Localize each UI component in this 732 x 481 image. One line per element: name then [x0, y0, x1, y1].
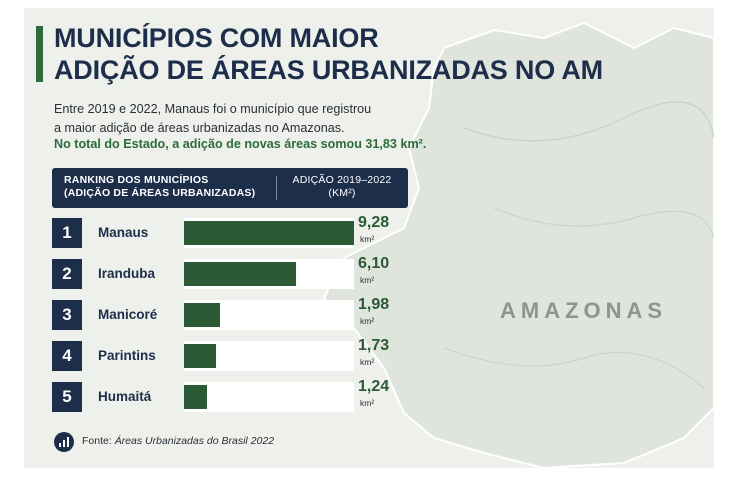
bar-track: [184, 341, 354, 371]
page-title: MUNICÍPIOS COM MAIOR ADIÇÃO DE ÁREAS URB…: [54, 22, 603, 86]
source-note: Fonte: Áreas Urbanizadas do Brasil 2022: [82, 435, 274, 447]
municipality-name: Humaitá: [98, 389, 152, 404]
table-row: 2 Iranduba 6,10 km²: [52, 255, 408, 289]
bar: [184, 262, 296, 286]
title-line-2: ADIÇÃO DE ÁREAS URBANIZADAS NO AM: [54, 55, 603, 85]
municipality-name: Parintins: [98, 348, 156, 363]
bar-unit-label: km²: [360, 398, 375, 408]
bar-value-label: 9,28: [358, 214, 390, 231]
value-header-line-1: ADIÇÃO 2019–2022: [292, 174, 392, 186]
ranking-header-line-2: (ADIÇÃO DE ÁREAS URBANIZADAS): [64, 187, 256, 199]
rank-badge: 3: [52, 300, 82, 330]
bar-track: [184, 300, 354, 330]
intro-line-1: Entre 2019 e 2022, Manaus foi o municípi…: [54, 102, 372, 116]
rank-badge: 5: [52, 382, 82, 412]
municipality-name: Iranduba: [98, 266, 156, 281]
infographic-card: MUNICÍPIOS COM MAIOR ADIÇÃO DE ÁREAS URB…: [24, 8, 714, 468]
table-row: 4 Parintins 1,73 km²: [52, 337, 408, 371]
ranking-header-line-1: RANKING DOS MUNICÍPIOS: [64, 174, 209, 186]
table-row: 3 Manicoré 1,98 km²: [52, 296, 408, 330]
chart-source-icon: [54, 432, 74, 452]
bar-unit-label: km²: [360, 275, 375, 285]
rank-badge: 4: [52, 341, 82, 371]
bar: [184, 344, 216, 368]
bar-value-label: 1,73: [358, 337, 390, 354]
amazonas-map: [322, 21, 714, 468]
bar-track: [184, 218, 354, 248]
bar-value-label: 1,24: [358, 378, 390, 395]
table-row: 5 Humaitá 1,24 km²: [52, 378, 408, 412]
bar: [184, 303, 220, 327]
header-divider: [276, 176, 277, 200]
municipality-name: Manaus: [98, 225, 149, 240]
source-name: Áreas Urbanizadas do Brasil 2022: [114, 435, 275, 447]
bar-track: [184, 382, 354, 412]
bar-unit-label: km²: [360, 234, 375, 244]
total-highlight: No total do Estado, a adição de novas ár…: [54, 137, 427, 151]
municipality-name: Manicoré: [98, 307, 158, 322]
source-prefix: Fonte:: [82, 435, 115, 447]
rank-badge: 1: [52, 218, 82, 248]
intro-line-2: a maior adição de áreas urbanizadas no A…: [54, 121, 345, 135]
bar-unit-label: km²: [360, 357, 375, 367]
river-line: [463, 101, 714, 142]
bar: [184, 385, 207, 409]
bar-track: [184, 259, 354, 289]
table-row: 1 Manaus 9,28 km²: [52, 214, 408, 248]
bar-unit-label: km²: [360, 316, 375, 326]
title-accent-bar: [36, 26, 43, 82]
river-line: [493, 207, 714, 239]
bar: [184, 221, 354, 245]
intro-text: Entre 2019 e 2022, Manaus foi o municípi…: [54, 100, 444, 138]
bar-value-label: 1,98: [358, 296, 390, 313]
value-header-label: ADIÇÃO 2019–2022 (KM²): [284, 174, 400, 200]
ranking-table-header: RANKING DOS MUNICÍPIOS (ADIÇÃO DE ÁREAS …: [52, 168, 408, 208]
river-line: [443, 347, 705, 389]
ranking-header-label: RANKING DOS MUNICÍPIOS (ADIÇÃO DE ÁREAS …: [64, 174, 255, 200]
rank-badge: 2: [52, 259, 82, 289]
title-line-1: MUNICÍPIOS COM MAIOR: [54, 23, 379, 53]
bar-value-label: 6,10: [358, 255, 390, 272]
value-header-line-2: (KM²): [328, 187, 356, 199]
map-label: AMAZONAS: [500, 298, 668, 323]
amazonas-state-shape: [322, 21, 714, 468]
